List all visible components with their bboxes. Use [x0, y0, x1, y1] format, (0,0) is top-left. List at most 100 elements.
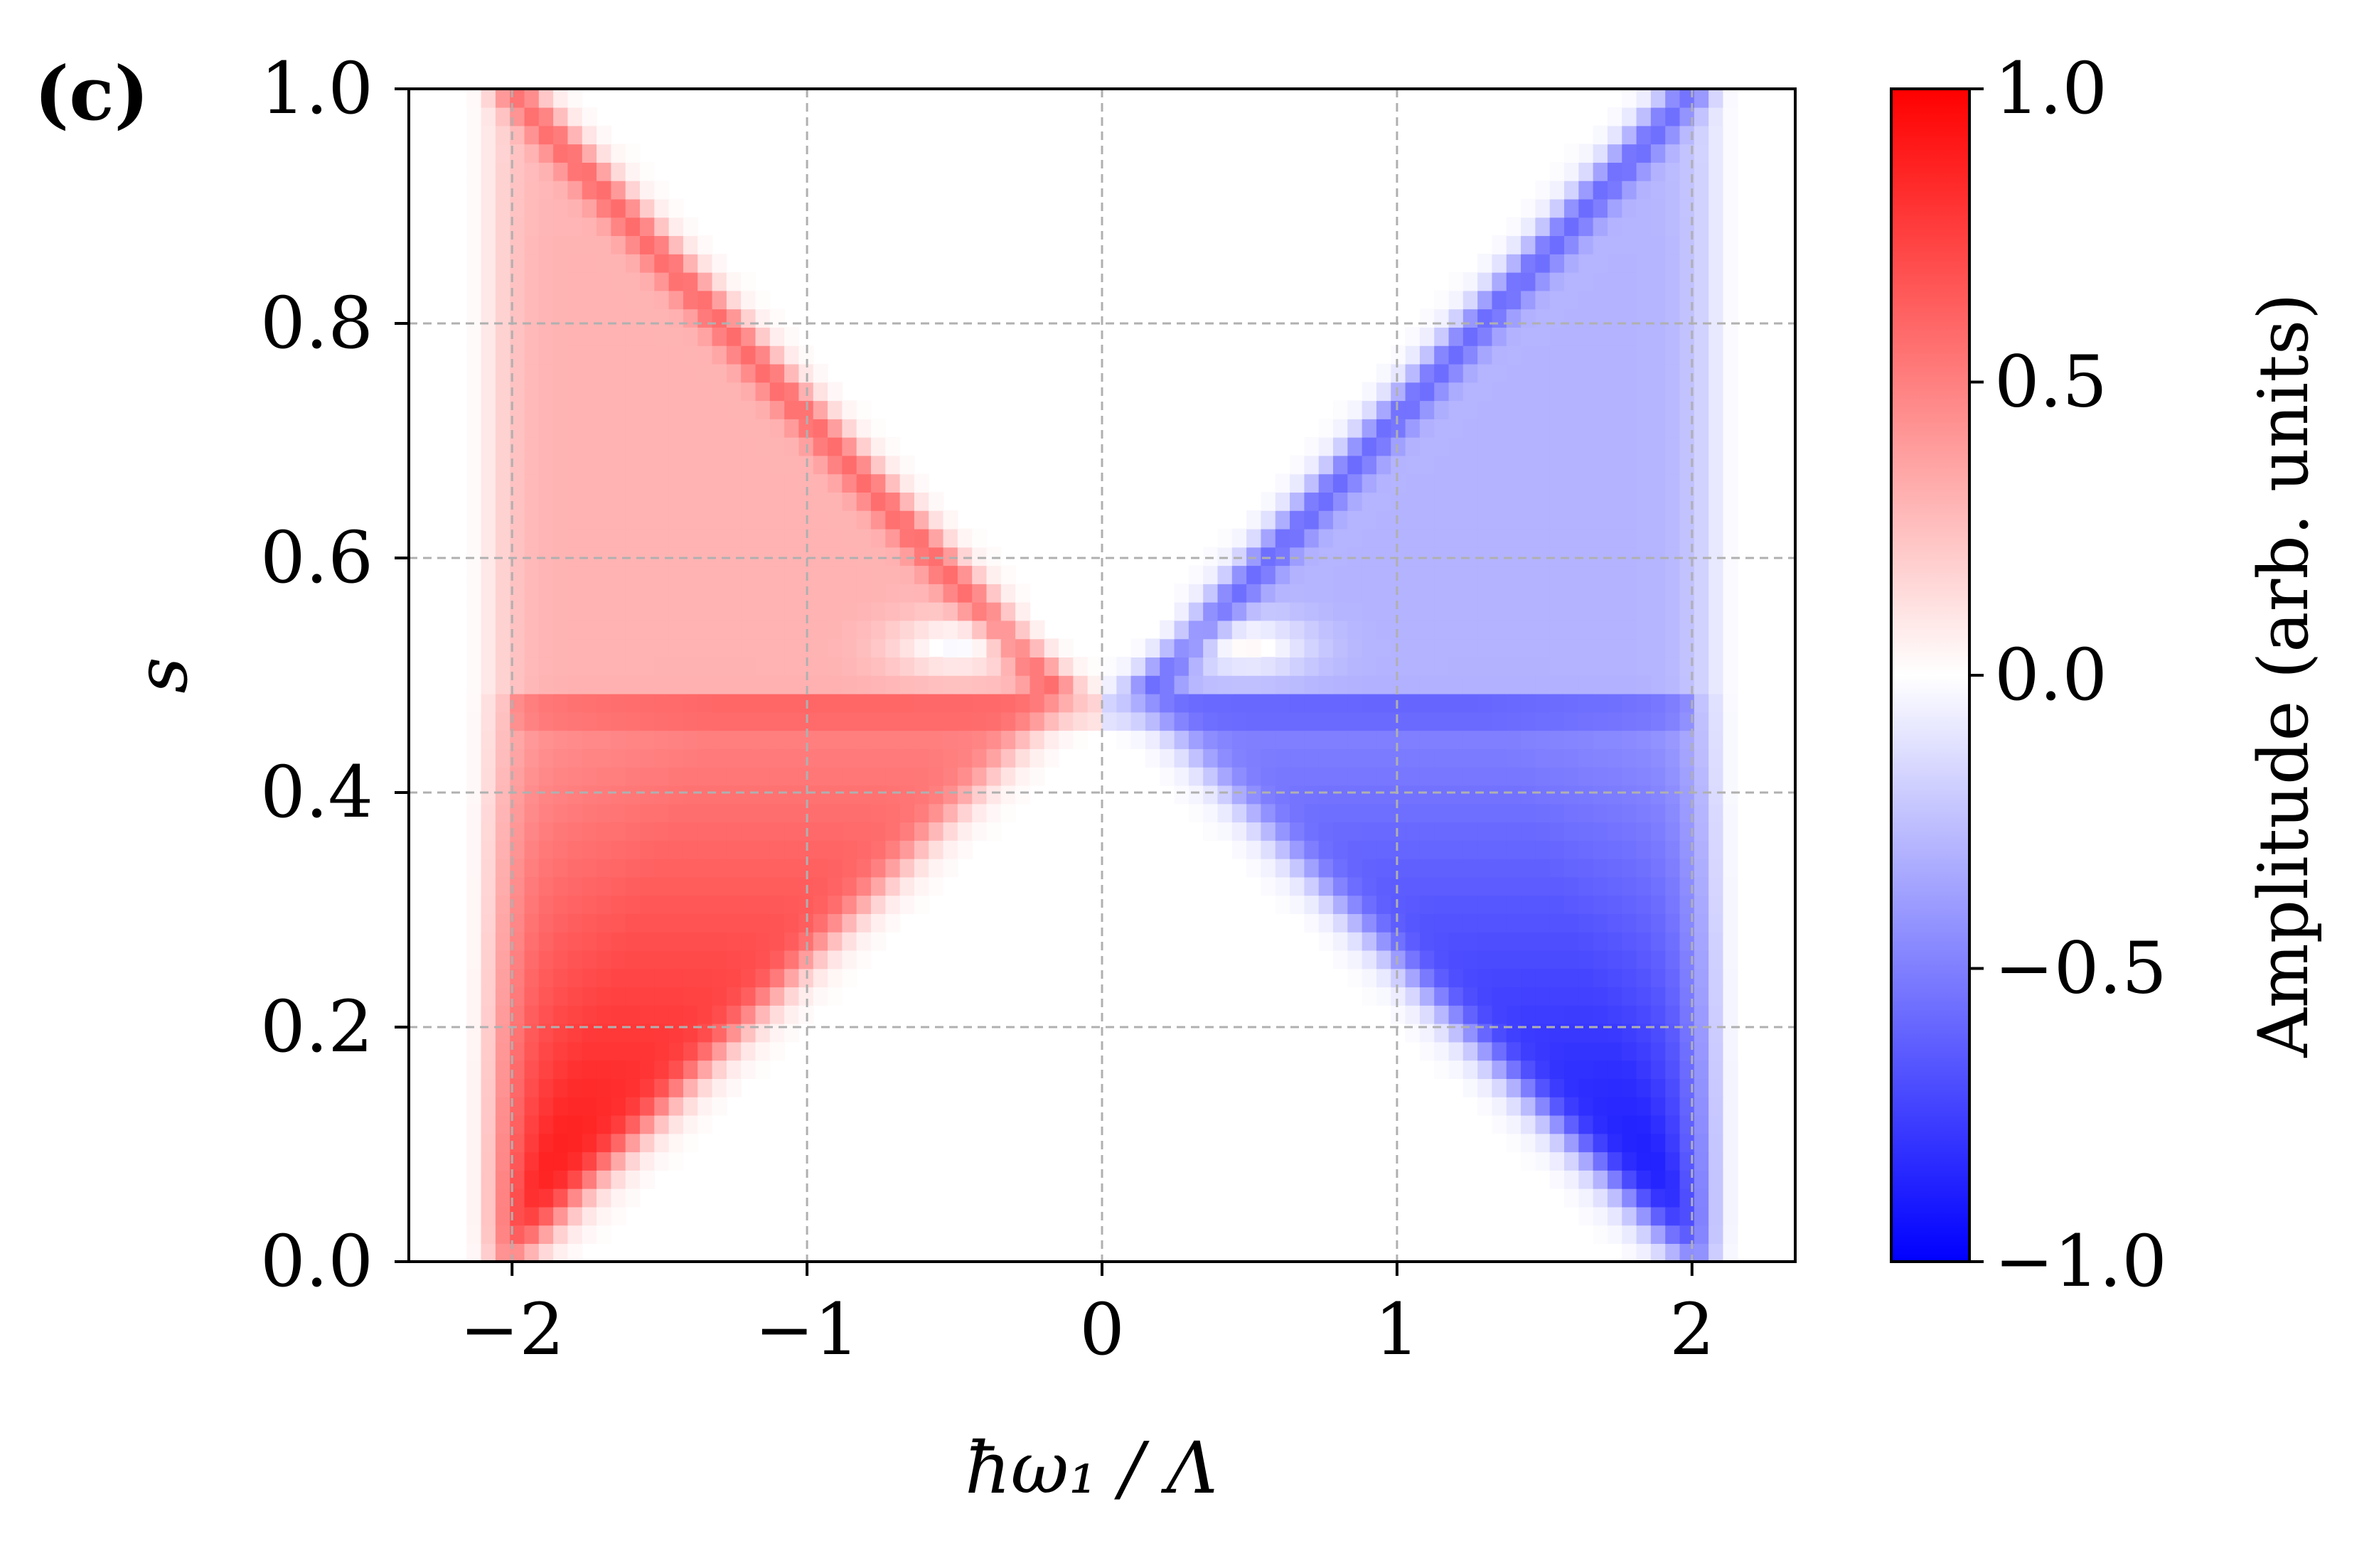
heatmap-cell [1188, 675, 1204, 694]
heatmap-cell [1564, 1005, 1580, 1024]
heatmap-cell [640, 510, 656, 530]
heatmap-cell [1304, 492, 1320, 511]
heatmap-cell [1665, 528, 1681, 548]
heatmap-cell [1723, 89, 1738, 108]
heatmap-cell [813, 785, 828, 805]
heatmap-cell [567, 308, 583, 328]
heatmap-cell [1549, 748, 1565, 768]
heatmap-cell [943, 730, 958, 749]
heatmap-cell [495, 711, 510, 731]
heatmap-cell [582, 803, 597, 823]
heatmap-cell [1521, 766, 1536, 786]
heatmap-cell [582, 1206, 597, 1226]
heatmap-cell [611, 290, 626, 310]
heatmap-cell [1246, 565, 1262, 584]
heatmap-cell [466, 1133, 482, 1153]
heatmap-cell [1636, 492, 1652, 511]
heatmap-cell [1679, 510, 1695, 530]
heatmap-cell [1376, 730, 1392, 749]
heatmap-cell [1333, 803, 1349, 823]
heatmap-cell [640, 1115, 656, 1134]
heatmap-cell [1521, 748, 1536, 768]
heatmap-cell [625, 144, 641, 163]
heatmap-cell [538, 1225, 554, 1245]
heatmap-cell [567, 1115, 583, 1134]
heatmap-cell [1636, 968, 1652, 988]
heatmap-cell [668, 785, 684, 805]
heatmap-cell [582, 547, 597, 566]
heatmap-cell [1549, 254, 1565, 273]
heatmap-cell [842, 876, 857, 896]
heatmap-cell [654, 419, 670, 438]
heatmap-cell [495, 1115, 510, 1134]
heatmap-cell [510, 547, 525, 566]
heatmap-cell [1636, 858, 1652, 878]
heatmap-cell [1665, 254, 1681, 273]
heatmap-cell [1549, 858, 1565, 878]
heatmap-cell [611, 1060, 626, 1079]
heatmap-cell [1578, 382, 1594, 402]
heatmap-cell [481, 1188, 496, 1208]
heatmap-cell [466, 620, 482, 640]
heatmap-cell [1492, 803, 1507, 823]
heatmap-cell [1723, 162, 1738, 181]
heatmap-cell [567, 510, 583, 530]
heatmap-cell [1333, 766, 1349, 786]
heatmap-cell [697, 785, 713, 805]
heatmap-cell [769, 492, 785, 511]
heatmap-cell [1015, 584, 1031, 603]
heatmap-cell [986, 730, 1002, 749]
heatmap-cell [1636, 1170, 1652, 1189]
heatmap-cell [1477, 419, 1493, 438]
heatmap-cell [582, 601, 597, 621]
heatmap-cell [597, 840, 612, 859]
heatmap-cell [582, 1133, 597, 1153]
heatmap-cell [1564, 419, 1580, 438]
heatmap-cell [1636, 1115, 1652, 1134]
heatmap-cell [654, 1115, 670, 1134]
heatmap-cell [798, 473, 814, 493]
heatmap-cell [553, 217, 569, 237]
heatmap-cell [1650, 601, 1666, 621]
heatmap-cell [597, 308, 612, 328]
heatmap-cell [741, 730, 756, 749]
heatmap-cell [1188, 730, 1204, 749]
heatmap-cell [1405, 968, 1421, 988]
heatmap-cell [1607, 840, 1623, 859]
heatmap-cell [1261, 711, 1276, 731]
heatmap-cell [466, 382, 482, 402]
heatmap-cell [553, 693, 569, 713]
heatmap-cell [481, 345, 496, 365]
heatmap-cell [567, 107, 583, 127]
heatmap-cell [943, 657, 958, 676]
heatmap-cell [1462, 382, 1478, 402]
heatmap-cell [567, 840, 583, 859]
heatmap-cell [1564, 913, 1580, 933]
heatmap-cell [1492, 290, 1507, 310]
heatmap-cell [1477, 638, 1493, 658]
heatmap-cell [957, 601, 973, 621]
heatmap-cell [1521, 455, 1536, 475]
heatmap-cell [1636, 235, 1652, 254]
heatmap-cell [1462, 950, 1478, 970]
heatmap-cell [1694, 803, 1709, 823]
heatmap-cell [1477, 565, 1493, 584]
heatmap-cell [466, 822, 482, 841]
heatmap-cell [813, 363, 828, 383]
heatmap-cell [510, 1041, 525, 1061]
heatmap-cell [1521, 657, 1536, 676]
heatmap-cell [582, 840, 597, 859]
heatmap-cell [524, 492, 540, 511]
heatmap-cell [1362, 693, 1377, 713]
heatmap-cell [856, 436, 872, 456]
heatmap-cell [1506, 1078, 1522, 1097]
heatmap-cell [1694, 822, 1709, 841]
heatmap-cell [1607, 987, 1623, 1006]
heatmap-cell [553, 400, 569, 419]
heatmap-cell [553, 1170, 569, 1189]
heatmap-cell [538, 858, 554, 878]
heatmap-cell [553, 840, 569, 859]
heatmap-cell [611, 1170, 626, 1189]
heatmap-cell [640, 217, 656, 237]
heatmap-cell [885, 620, 901, 640]
